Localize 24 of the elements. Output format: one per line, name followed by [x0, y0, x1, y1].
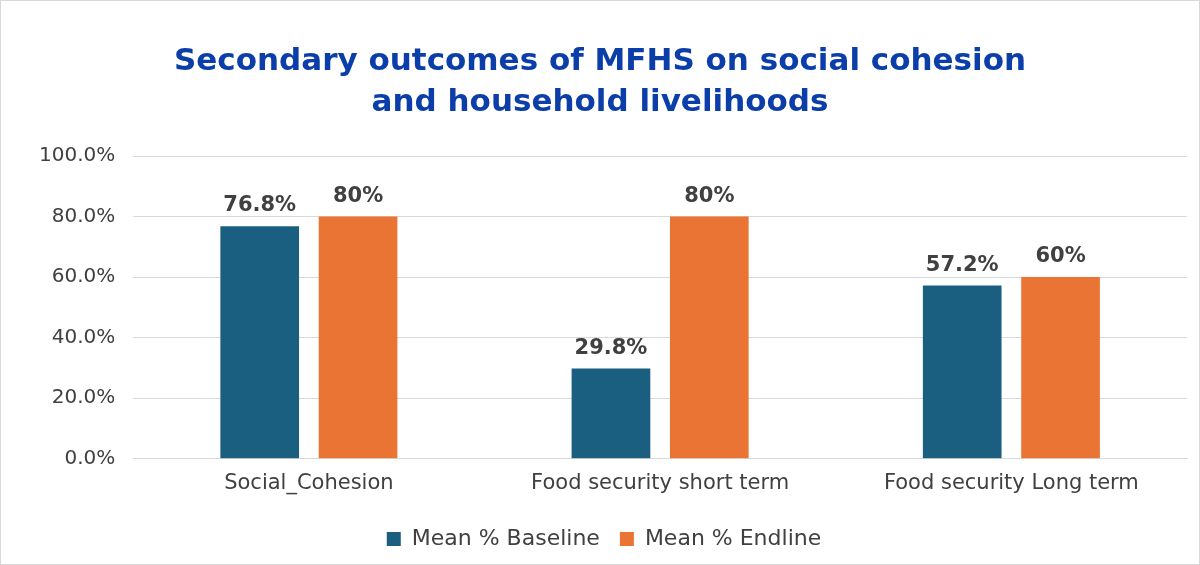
y-tick-label: 60.0% — [51, 263, 116, 288]
y-tick-label: 80.0% — [51, 202, 116, 227]
y-tick-label: 40.0% — [51, 323, 116, 348]
x-tick-label: Food security short term — [531, 469, 790, 494]
legend-label: Mean % Endline — [644, 524, 822, 550]
y-tick-label: 100.0% — [38, 142, 116, 167]
legend-label: Mean % Baseline — [411, 524, 600, 550]
bar — [1021, 277, 1100, 459]
data-label: 60% — [1035, 243, 1086, 268]
data-label: 80% — [332, 182, 384, 207]
data-label: 80% — [684, 182, 735, 207]
data-label: 57.2% — [925, 251, 999, 276]
data-label: 29.8% — [574, 334, 648, 359]
x-tick-label: Food security Long term — [883, 469, 1139, 494]
y-tick-label: 20.0% — [51, 384, 116, 409]
bar — [922, 285, 1002, 459]
bar — [318, 216, 398, 459]
bar — [220, 226, 300, 459]
x-tick-label: Social_Cohesion — [224, 469, 394, 495]
y-tick-label: 0.0% — [64, 445, 116, 469]
chart-title: Secondary outcomes of MFHS on social cohesion and household livelihoods — [172, 40, 1027, 120]
data-label: 76.8% — [223, 192, 297, 217]
bar — [571, 368, 651, 459]
bar — [669, 216, 749, 459]
